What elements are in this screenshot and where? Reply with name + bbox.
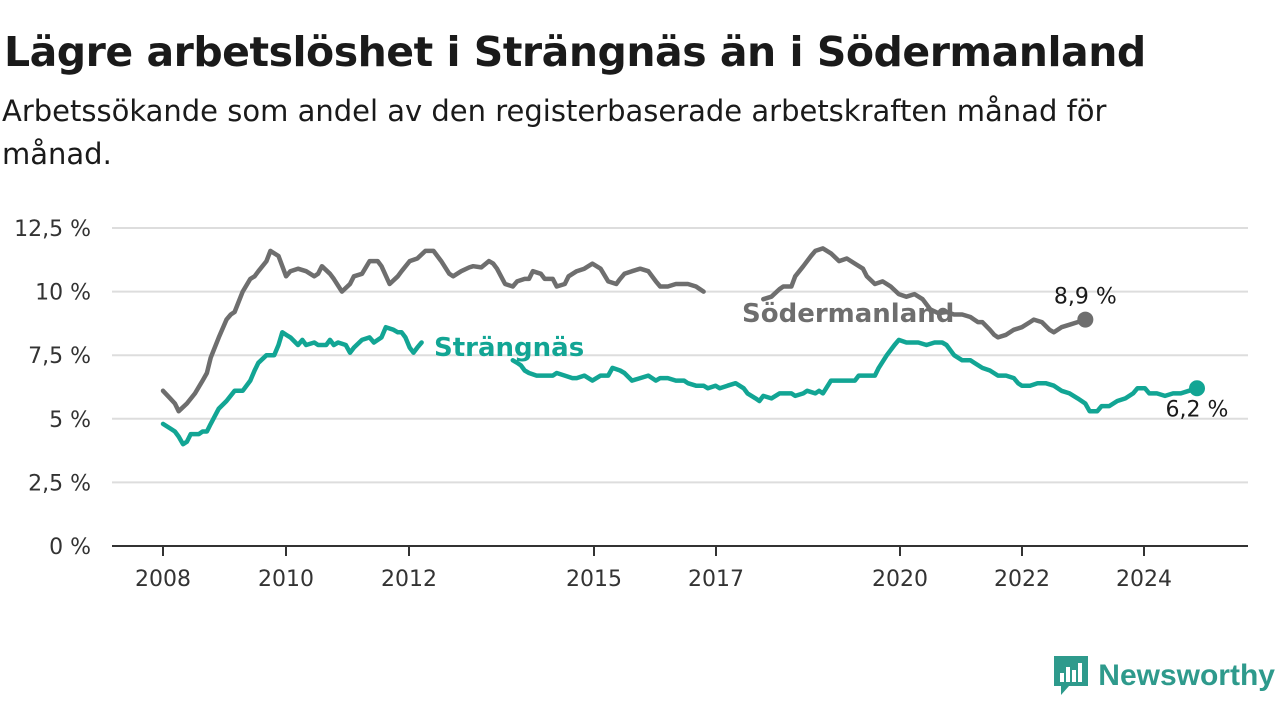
- strangnas-end-point: [1189, 380, 1205, 397]
- x-tick-label: 2020: [872, 567, 928, 592]
- y-tick-label: 10 %: [35, 281, 91, 306]
- x-tick-label: 2015: [566, 567, 622, 592]
- sodermanland-line: [761, 246, 1088, 340]
- sodermanland-end-label: 8,9 %: [1054, 285, 1117, 310]
- newsworthy-logo-icon: [1054, 656, 1089, 695]
- y-tick-label: 0 %: [49, 535, 91, 560]
- strangnas-end-label: 6,2 %: [1166, 397, 1229, 422]
- strangnas-series-label: Strängnäs: [434, 333, 584, 363]
- x-tick-label: 2012: [381, 567, 437, 592]
- brand-name: Newsworthy: [1098, 659, 1275, 692]
- x-tick-label: 2017: [688, 567, 744, 592]
- newsworthy-brand: Newsworthy: [1054, 656, 1275, 696]
- strangnas-line: [160, 324, 424, 447]
- x-tick-label: 2008: [135, 567, 191, 592]
- sodermanland-line: [160, 248, 706, 414]
- x-tick-label: 2022: [994, 567, 1050, 592]
- x-tick-label: 2024: [1116, 567, 1172, 592]
- strangnas-line: [510, 337, 1200, 414]
- x-tick-label: 2010: [258, 567, 314, 592]
- y-tick-label: 2,5 %: [28, 471, 91, 496]
- chart-subtitle: Arbetssökande som andel av den registerb…: [2, 94, 1107, 171]
- y-tick-label: 7,5 %: [28, 344, 91, 369]
- y-tick-label: 12,5 %: [14, 217, 91, 242]
- sodermanland-series-label: Södermanland: [742, 299, 954, 329]
- sodermanland-end-point: [1077, 311, 1094, 328]
- y-tick-label: 5 %: [49, 408, 91, 433]
- chart-title: Lägre arbetslöshet i Strängnäs än i Söde…: [4, 28, 1146, 76]
